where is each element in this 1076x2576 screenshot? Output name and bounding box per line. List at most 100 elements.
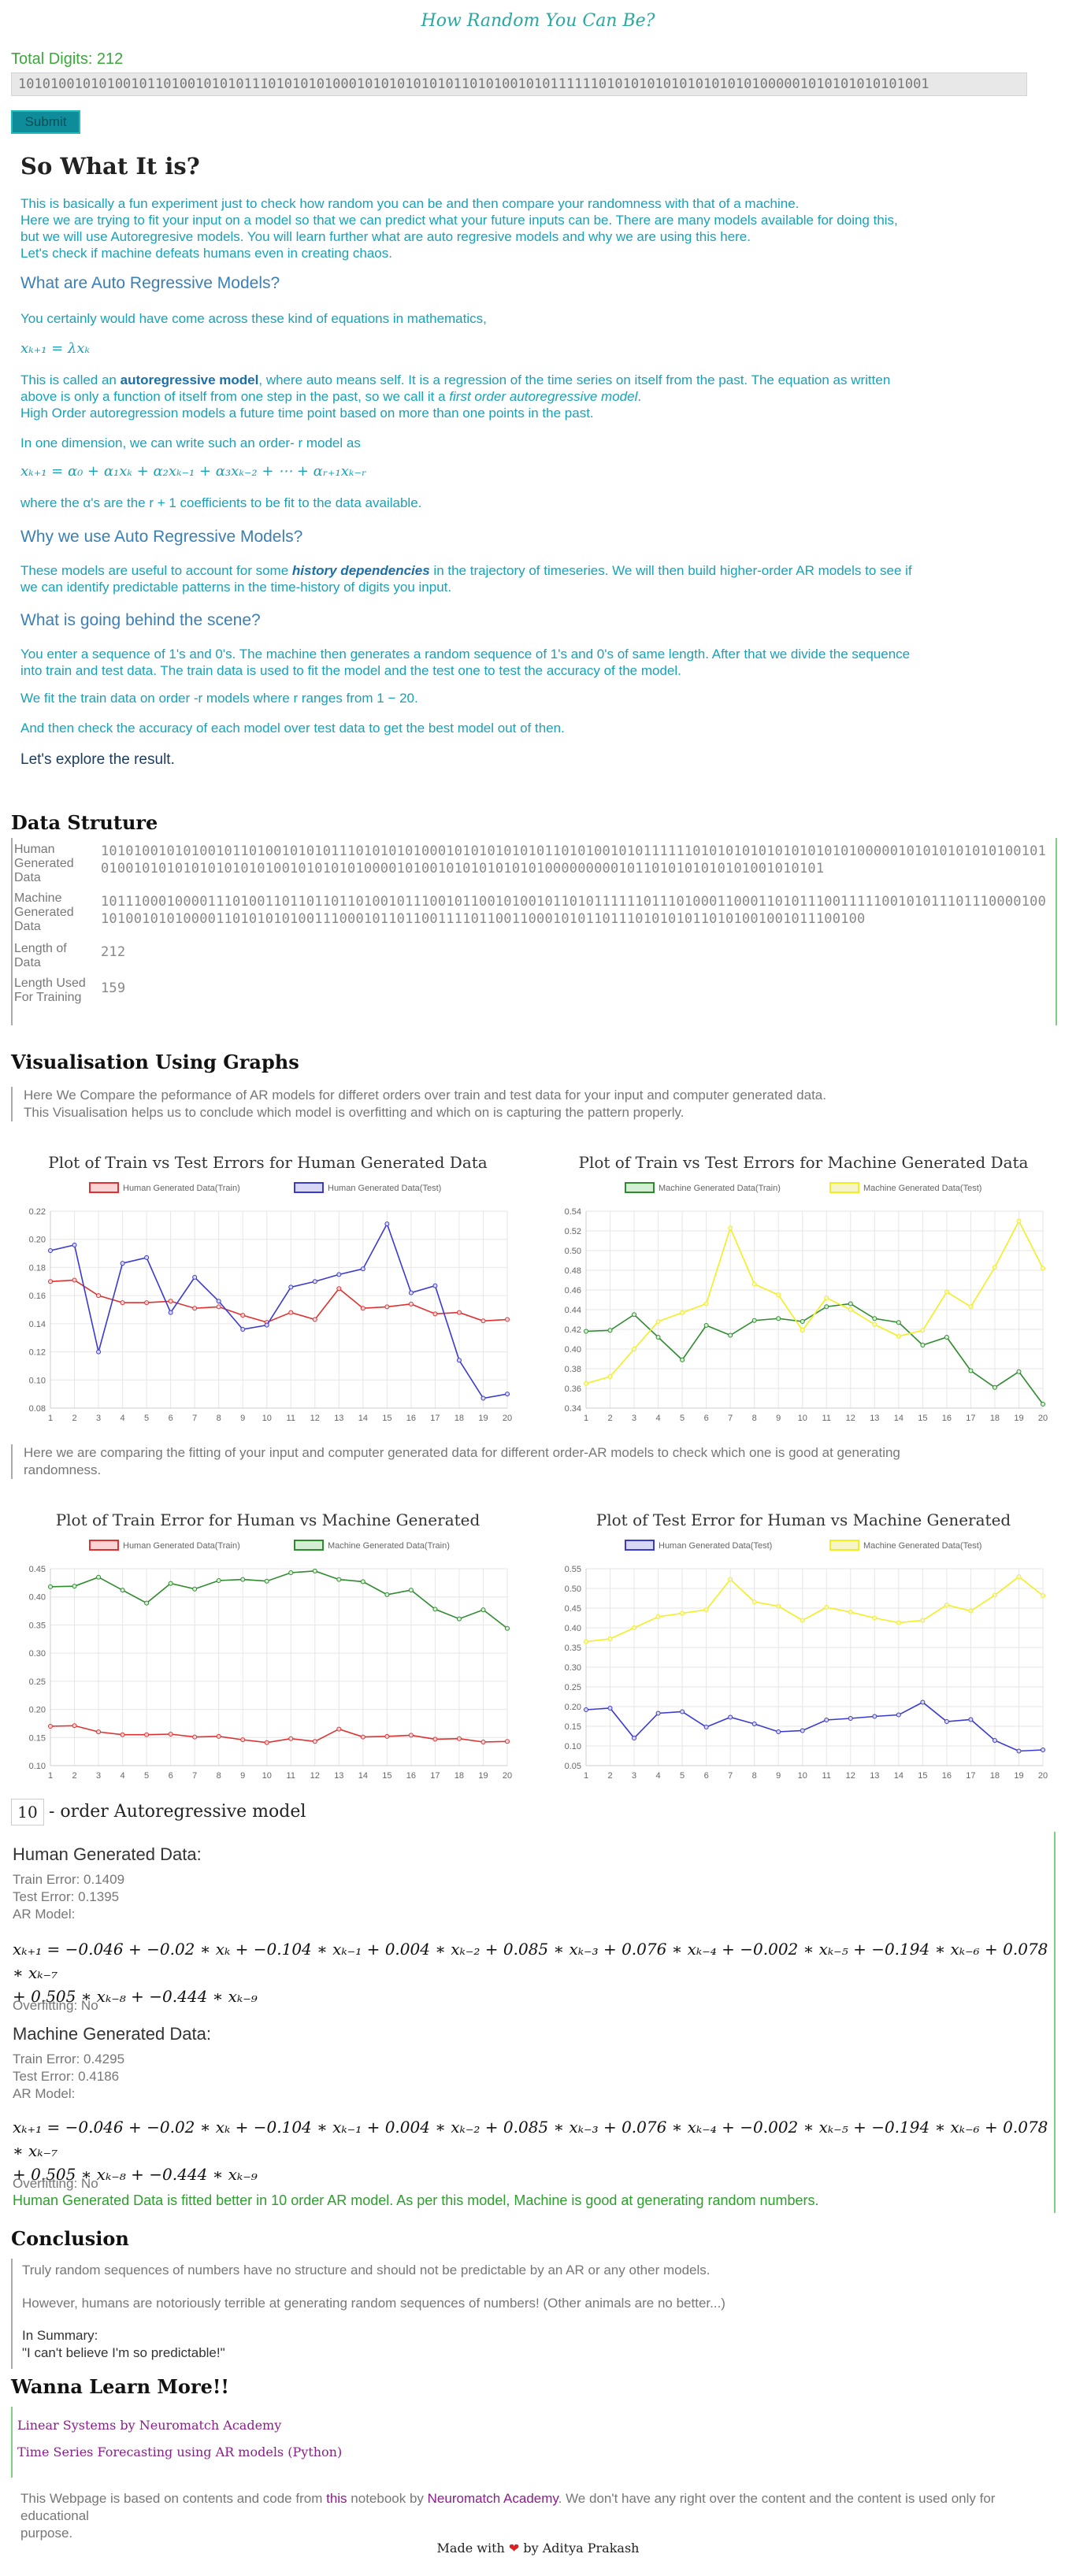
data-point bbox=[728, 1225, 733, 1231]
ar-p2-pre: This is called an bbox=[20, 373, 121, 387]
data-point bbox=[584, 1381, 588, 1386]
conclusion-l1: Truly random sequences of numbers have n… bbox=[22, 2263, 711, 2278]
y-tick-label: 0.20 bbox=[29, 1236, 46, 1245]
data-point bbox=[312, 1739, 317, 1744]
x-tick-label: 17 bbox=[966, 1414, 975, 1423]
x-tick-label: 7 bbox=[728, 1414, 733, 1423]
legend-swatch bbox=[625, 1182, 655, 1193]
data-point bbox=[48, 1279, 53, 1284]
y-tick-label: 0.35 bbox=[565, 1644, 581, 1653]
summary-quote: "I can't believe I'm so predictable!" bbox=[22, 2345, 225, 2360]
data-point bbox=[360, 1734, 365, 1740]
viz-desc1: Here We Compare the peformance of AR mod… bbox=[24, 1088, 826, 1103]
x-tick-label: 9 bbox=[240, 1771, 245, 1781]
series-line bbox=[50, 1222, 508, 1399]
order-input[interactable]: 10 bbox=[11, 1799, 44, 1825]
data-point bbox=[655, 1319, 661, 1324]
x-tick-label: 6 bbox=[169, 1414, 173, 1423]
x-tick-label: 7 bbox=[728, 1771, 733, 1781]
data-point bbox=[848, 1307, 853, 1312]
data-point bbox=[480, 1607, 486, 1613]
behind-l2: into train and test data. The train data… bbox=[20, 663, 681, 678]
y-tick-label: 0.14 bbox=[29, 1320, 46, 1329]
machine-test-error: Test Error: 0.4186 bbox=[13, 2069, 120, 2084]
chart-machine-train-test: 0.34 0.36 0.38 0.40 0.42 0.44 0.46 0.48 0.50 0.52… bbox=[565, 1182, 1048, 1423]
human-train-error: Train Error: 0.1409 bbox=[13, 1872, 125, 1887]
x-tick-label: 7 bbox=[192, 1414, 197, 1423]
data-point bbox=[240, 1313, 246, 1318]
ar-p2-l2-post: . bbox=[637, 389, 642, 404]
data-point bbox=[776, 1292, 781, 1298]
data-point bbox=[776, 1603, 781, 1609]
footer-nma-link[interactable]: Neuromatch Academy bbox=[427, 2491, 558, 2506]
viz-desc2: This Visualisation helps us to conclude … bbox=[24, 1105, 685, 1120]
data-point bbox=[408, 1290, 414, 1295]
series-line bbox=[585, 1219, 1044, 1384]
data-point bbox=[655, 1711, 661, 1716]
viz-title: Visualisation Using Graphs bbox=[11, 1051, 299, 1073]
ds-label-machine: Machine Generated Data bbox=[14, 891, 74, 933]
x-tick-label: 19 bbox=[1014, 1414, 1023, 1423]
data-point bbox=[168, 1581, 173, 1586]
data-point bbox=[312, 1279, 317, 1284]
data-point bbox=[751, 1722, 757, 1726]
data-point bbox=[120, 1261, 125, 1266]
y-tick-label: 0.35 bbox=[29, 1621, 46, 1630]
data-point bbox=[824, 1605, 829, 1610]
y-tick-label: 0.38 bbox=[565, 1365, 581, 1374]
machine-train-error: Train Error: 0.4295 bbox=[13, 2052, 125, 2066]
y-tick-label: 0.16 bbox=[29, 1292, 46, 1301]
chart1-title: Plot of Train vs Test Errors for Human G… bbox=[48, 1153, 488, 1172]
data-point bbox=[360, 1306, 365, 1311]
data-point bbox=[751, 1281, 757, 1287]
x-tick-label: 13 bbox=[870, 1414, 879, 1423]
data-point bbox=[848, 1301, 853, 1307]
ar-eq2: xₖ₊₁ = α₀ + α₁xₖ + α₂xₖ₋₁ + α₃xₖ₋₂ + ⋯ +… bbox=[20, 463, 367, 480]
legend-label: Human Generated Data(Train) bbox=[123, 1184, 240, 1193]
data-point bbox=[607, 1706, 613, 1711]
legend-swatch bbox=[294, 1182, 324, 1193]
data-point bbox=[408, 1301, 414, 1307]
learn-more-title: Wanna Learn More!! bbox=[11, 2375, 229, 2398]
y-tick-label: 0.12 bbox=[29, 1348, 46, 1358]
data-point bbox=[992, 1384, 997, 1390]
x-tick-label: 18 bbox=[990, 1771, 1000, 1781]
data-point bbox=[896, 1712, 901, 1718]
x-tick-label: 14 bbox=[358, 1414, 368, 1423]
x-tick-label: 15 bbox=[918, 1771, 927, 1781]
data-point bbox=[728, 1332, 733, 1338]
footer-pre: This Webpage is based on contents and co… bbox=[20, 2491, 327, 2506]
data-point bbox=[480, 1318, 486, 1324]
why-section-title: Why we use Auto Regressive Models? bbox=[20, 528, 303, 546]
legend-label: Machine Generated Data(Train) bbox=[659, 1184, 781, 1193]
order-model-panel: Human Generated Data: Train Error: 0.140… bbox=[11, 1832, 1056, 2213]
x-tick-label: 20 bbox=[1038, 1771, 1048, 1781]
x-tick-label: 14 bbox=[894, 1771, 903, 1781]
data-point bbox=[336, 1286, 342, 1292]
x-tick-label: 5 bbox=[144, 1414, 149, 1423]
data-point bbox=[968, 1368, 974, 1373]
data-point bbox=[848, 1716, 853, 1721]
x-tick-label: 11 bbox=[287, 1414, 295, 1423]
x-tick-label: 20 bbox=[1038, 1414, 1048, 1423]
data-point bbox=[920, 1699, 926, 1705]
data-point bbox=[896, 1333, 901, 1339]
link-linear-systems[interactable]: Linear Systems by Neuromatch Academy bbox=[17, 2418, 282, 2433]
data-point bbox=[872, 1615, 877, 1621]
y-tick-label: 0.08 bbox=[29, 1404, 46, 1414]
link-time-series[interactable]: Time Series Forecasting using AR models … bbox=[17, 2444, 343, 2459]
footer-this-link[interactable]: this bbox=[326, 2491, 347, 2506]
submit-button[interactable]: Submit bbox=[11, 110, 80, 134]
data-point bbox=[896, 1620, 901, 1625]
digits-input[interactable]: 1010100101010010110100101010111010101010… bbox=[11, 72, 1027, 96]
y-tick-label: 0.45 bbox=[565, 1604, 581, 1614]
x-tick-label: 6 bbox=[704, 1771, 709, 1781]
data-point bbox=[384, 1221, 390, 1227]
data-point bbox=[632, 1736, 637, 1740]
y-tick-label: 0.34 bbox=[565, 1404, 581, 1414]
data-point bbox=[632, 1625, 637, 1630]
x-tick-label: 15 bbox=[382, 1771, 391, 1781]
why-text: These models are useful to account for s… bbox=[20, 562, 1060, 595]
data-point bbox=[168, 1299, 173, 1304]
behind-l4: And then check the accuracy of each mode… bbox=[20, 721, 565, 736]
